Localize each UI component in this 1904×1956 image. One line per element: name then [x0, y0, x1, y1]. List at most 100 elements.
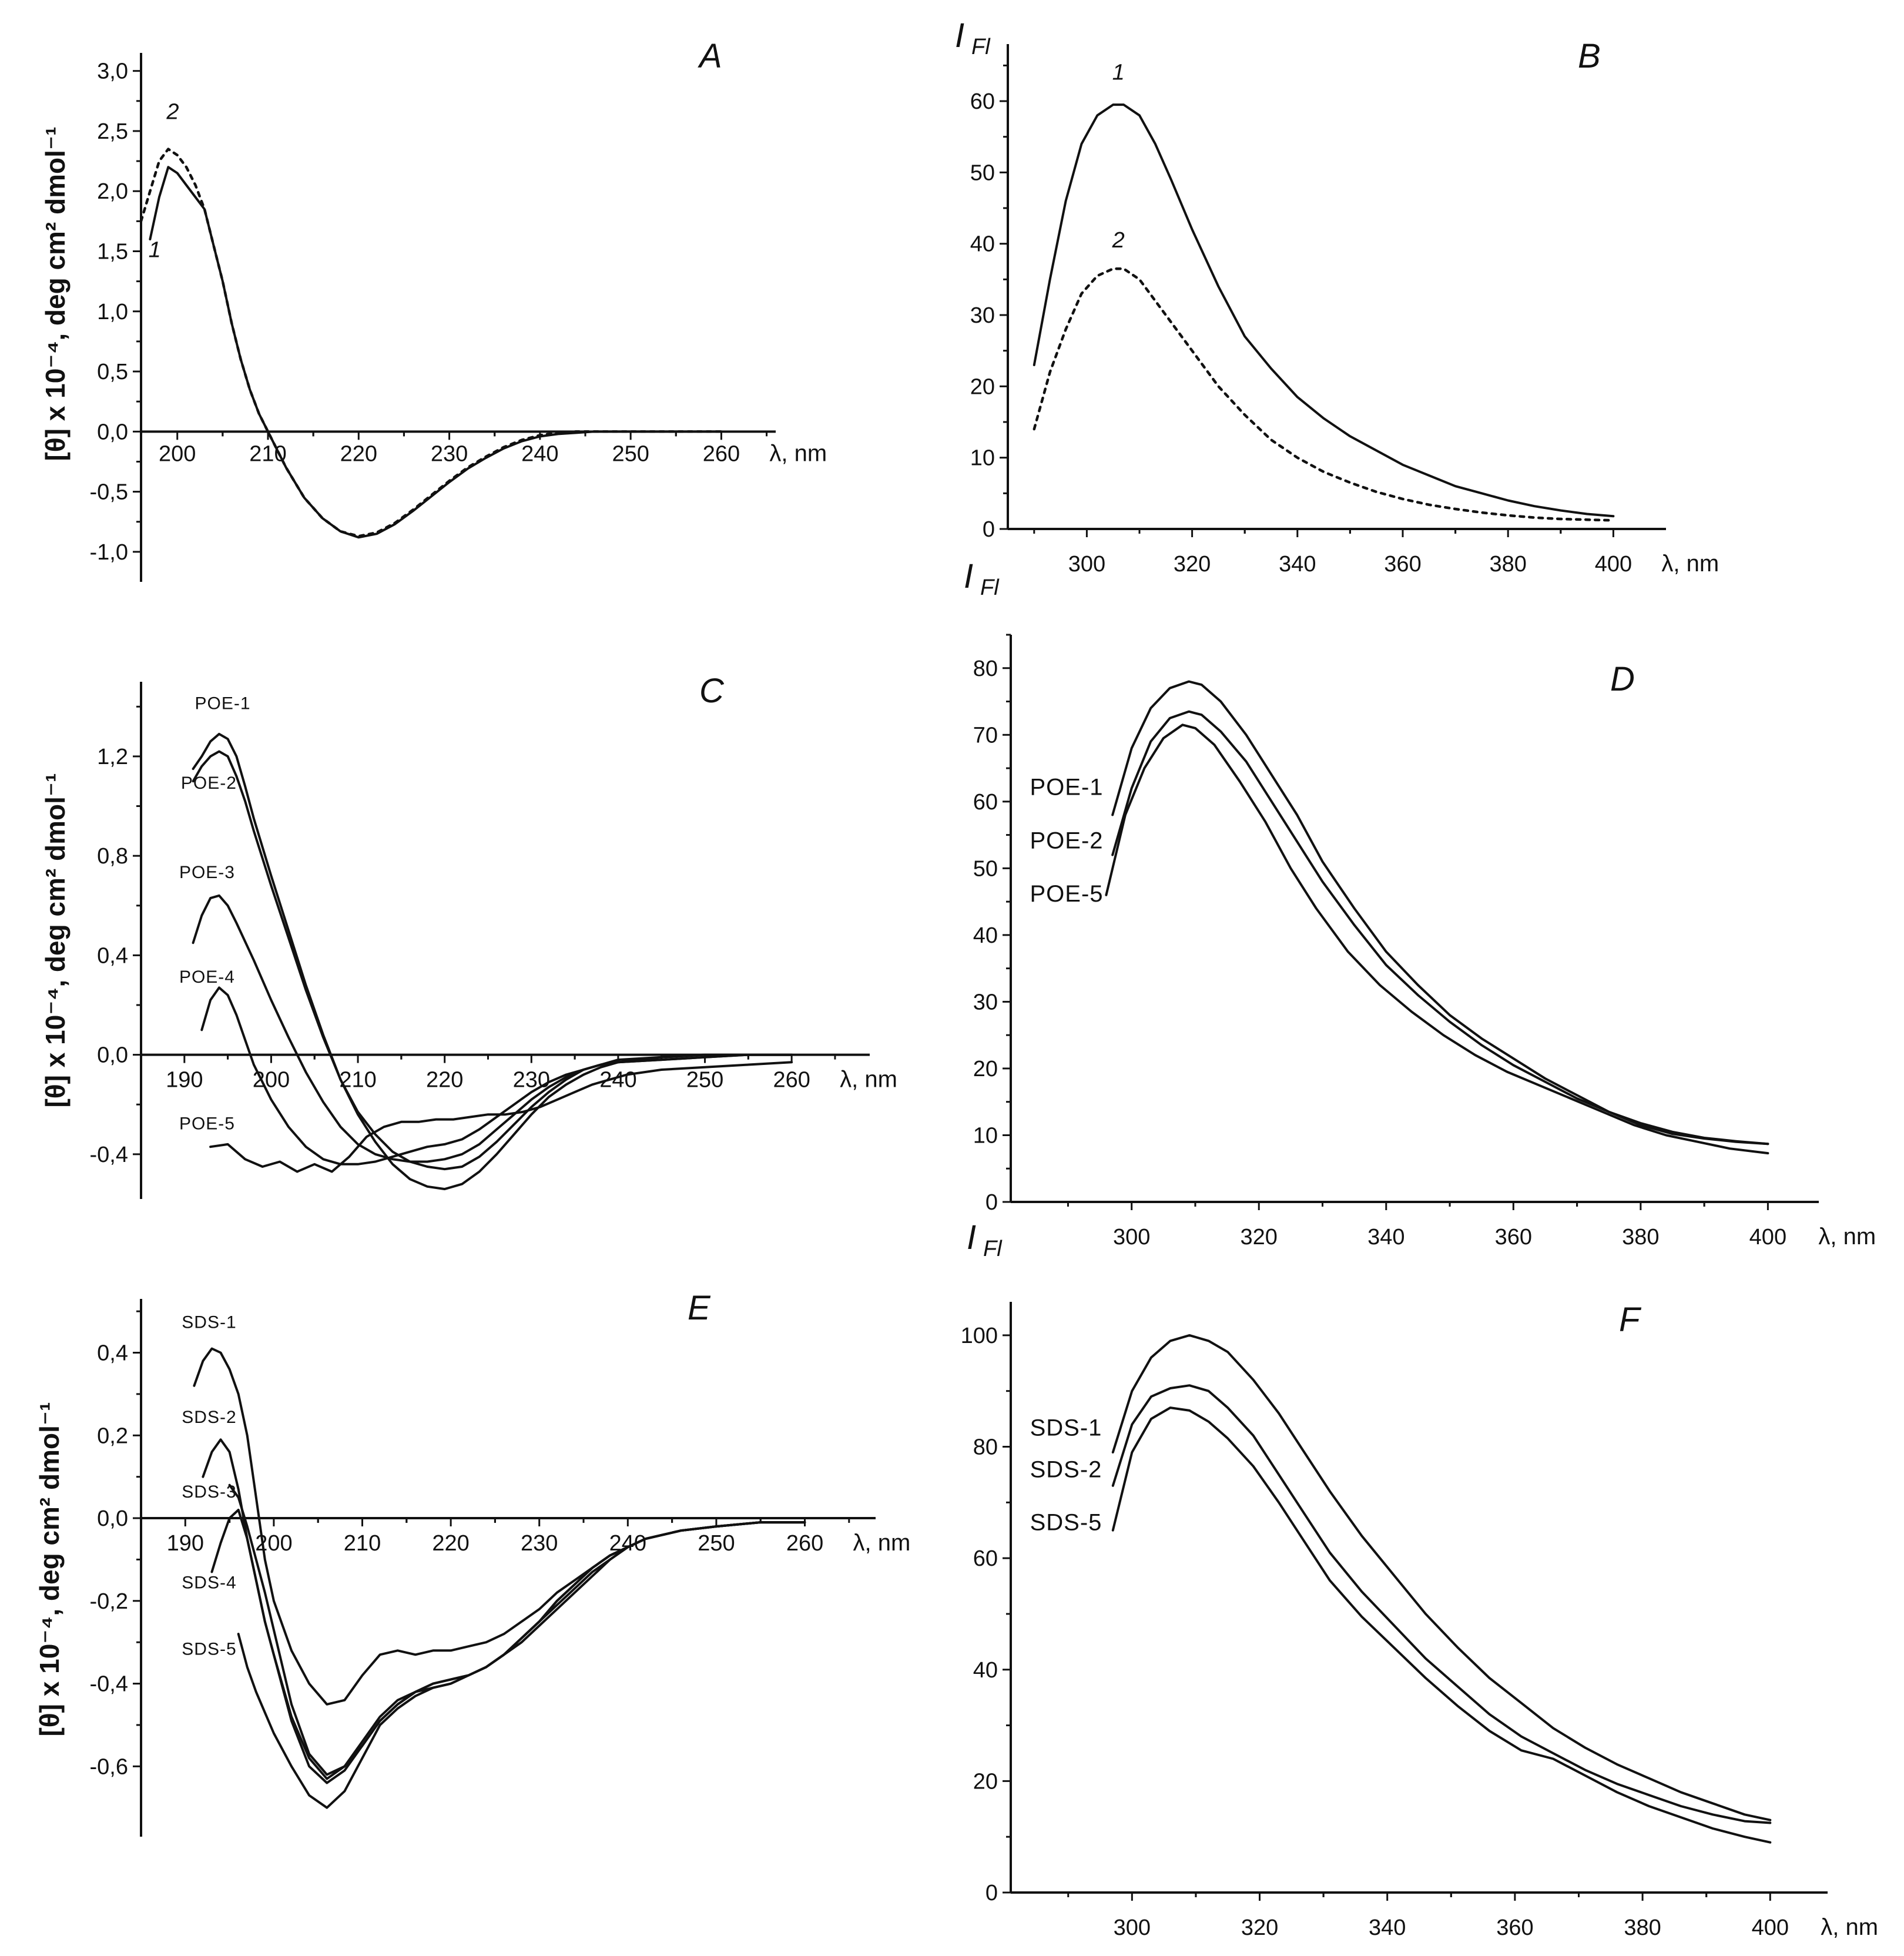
y-axis-label: I — [964, 557, 973, 595]
series-line-poe-5 — [1105, 724, 1769, 1155]
panel-letter: C — [699, 672, 725, 710]
y-tick-label: 80 — [973, 1435, 998, 1460]
x-tick-label: 200 — [159, 441, 196, 466]
y-axis-label: I — [955, 16, 964, 55]
y-tick-label: 0,5 — [97, 360, 128, 384]
x-axis-unit: λ, nm — [1818, 1224, 1876, 1250]
y-tick-label: 40 — [973, 1658, 998, 1683]
x-tick-label: 220 — [426, 1068, 463, 1093]
x-tick-label: 340 — [1367, 1225, 1404, 1250]
series-line-sds-3 — [228, 1483, 806, 1776]
x-tick-label: 400 — [1749, 1225, 1786, 1250]
y-tick-label: 20 — [970, 374, 995, 399]
y-tick-label: 60 — [973, 1546, 998, 1571]
x-tick-label: 380 — [1489, 552, 1526, 577]
y-axis-label: [θ] x 10⁻⁴, deg cm² dmol⁻¹ — [40, 126, 71, 461]
y-tick-label: 0,4 — [97, 943, 128, 968]
panel-F: 0 20 40 60 80 100 300 320 340 360 380 400 λ, nm I Fl F S… — [961, 1218, 1878, 1940]
series-name-label: POE-5 — [179, 1114, 235, 1134]
y-tick-label: 50 — [973, 856, 998, 881]
y-tick-label: 40 — [973, 923, 998, 948]
y-tick-label: 10 — [970, 446, 995, 471]
series-name-label: SDS-1 — [1030, 1415, 1102, 1441]
series-line-sds-1 — [1111, 1334, 1772, 1821]
panel-letter: D — [1610, 660, 1635, 698]
x-axis-unit: λ, nm — [1661, 551, 1719, 577]
x-tick-label: 210 — [344, 1531, 381, 1556]
series-name-label: SDS-1 — [182, 1312, 236, 1332]
series-name-label: POE-1 — [195, 694, 251, 714]
series-name-label: POE-1 — [1030, 774, 1103, 800]
y-tick-label: 10 — [973, 1123, 998, 1148]
x-tick-label: 380 — [1622, 1225, 1659, 1250]
x-axis-unit: λ, nm — [840, 1067, 897, 1093]
y-tick-label: -1,0 — [90, 540, 128, 565]
y-tick-label: -0,4 — [90, 1672, 128, 1697]
x-tick-label: 360 — [1495, 1225, 1532, 1250]
series-line-1 — [1033, 103, 1615, 518]
x-tick-label: 320 — [1241, 1225, 1278, 1250]
series-line-1 — [149, 166, 723, 539]
y-tick-label: 20 — [973, 1769, 998, 1794]
x-tick-label: 260 — [703, 441, 740, 466]
x-tick-label: 200 — [253, 1068, 290, 1093]
y-tick-label: 40 — [970, 232, 995, 257]
x-tick-label: 380 — [1624, 1915, 1661, 1940]
curve-number-label: 1 — [1112, 61, 1125, 85]
y-tick-label: 0,2 — [97, 1424, 128, 1448]
x-axis-unit: λ, nm — [769, 440, 827, 466]
series-name-label: SDS-5 — [182, 1639, 236, 1659]
series-name-label: POE-3 — [179, 863, 235, 882]
series-line-poe-3 — [192, 894, 793, 1163]
series-line-poe-2 — [192, 750, 793, 1171]
y-tick-label: 30 — [970, 303, 995, 328]
x-tick-label: 260 — [786, 1531, 823, 1556]
series-name-label: SDS-5 — [1030, 1510, 1102, 1536]
y-axis-label-subscript: Fl — [971, 35, 991, 59]
x-tick-label: 190 — [166, 1068, 203, 1093]
y-tick-label: 0,0 — [97, 1506, 128, 1531]
x-tick-label: 220 — [432, 1531, 469, 1556]
series-name-label: SDS-2 — [1030, 1457, 1102, 1483]
y-axis-label-subscript: Fl — [980, 575, 1000, 600]
y-tick-label: 0,0 — [97, 420, 128, 444]
x-tick-label: 340 — [1279, 552, 1316, 577]
panel-D: 0 10 20 30 40 50 60 70 80 300 320 340 360 380 400 λ, nm… — [964, 557, 1876, 1250]
y-tick-label: 0,0 — [97, 1043, 128, 1068]
x-tick-label: 340 — [1369, 1915, 1406, 1940]
y-tick-label: 3,0 — [97, 59, 128, 84]
y-tick-label: 50 — [970, 160, 995, 185]
x-tick-label: 300 — [1068, 552, 1105, 577]
y-tick-label: -0,5 — [90, 480, 128, 505]
panel-letter: F — [1619, 1301, 1642, 1339]
y-tick-label: 1,0 — [97, 300, 128, 324]
y-tick-label: -0,2 — [90, 1589, 128, 1614]
series-line-poe-1 — [192, 732, 793, 1191]
x-tick-label: 250 — [698, 1531, 735, 1556]
series-name-label: SDS-4 — [182, 1573, 236, 1593]
y-tick-label: 0 — [985, 1881, 998, 1905]
series-name-label: POE-2 — [1030, 828, 1103, 853]
x-tick-label: 320 — [1241, 1915, 1278, 1940]
x-tick-label: 190 — [167, 1531, 204, 1556]
y-axis-label: [θ] x 10⁻⁴, deg cm² dmol⁻¹ — [34, 1402, 65, 1736]
panel-letter: E — [688, 1289, 711, 1327]
x-tick-label: 230 — [431, 441, 468, 466]
y-tick-label: 30 — [973, 990, 998, 1014]
x-tick-label: 230 — [513, 1068, 550, 1093]
x-tick-label: 250 — [612, 441, 649, 466]
series-line-sds-5 — [237, 1521, 806, 1809]
y-tick-label: -0,4 — [90, 1143, 128, 1167]
y-tick-label: 2,0 — [97, 179, 128, 204]
x-tick-label: 400 — [1595, 552, 1632, 577]
y-tick-label: 60 — [973, 790, 998, 815]
x-tick-label: 250 — [686, 1068, 723, 1093]
series-line-2 — [139, 148, 723, 538]
panel-B: 0 10 20 30 40 50 60 300 320 340 360 380 400 λ, nm I Fl B… — [955, 16, 1719, 577]
x-tick-label: 400 — [1752, 1915, 1789, 1940]
y-tick-label: 1,5 — [97, 240, 128, 264]
y-tick-label: 0,4 — [97, 1341, 128, 1366]
curve-number-label: 1 — [149, 238, 161, 263]
